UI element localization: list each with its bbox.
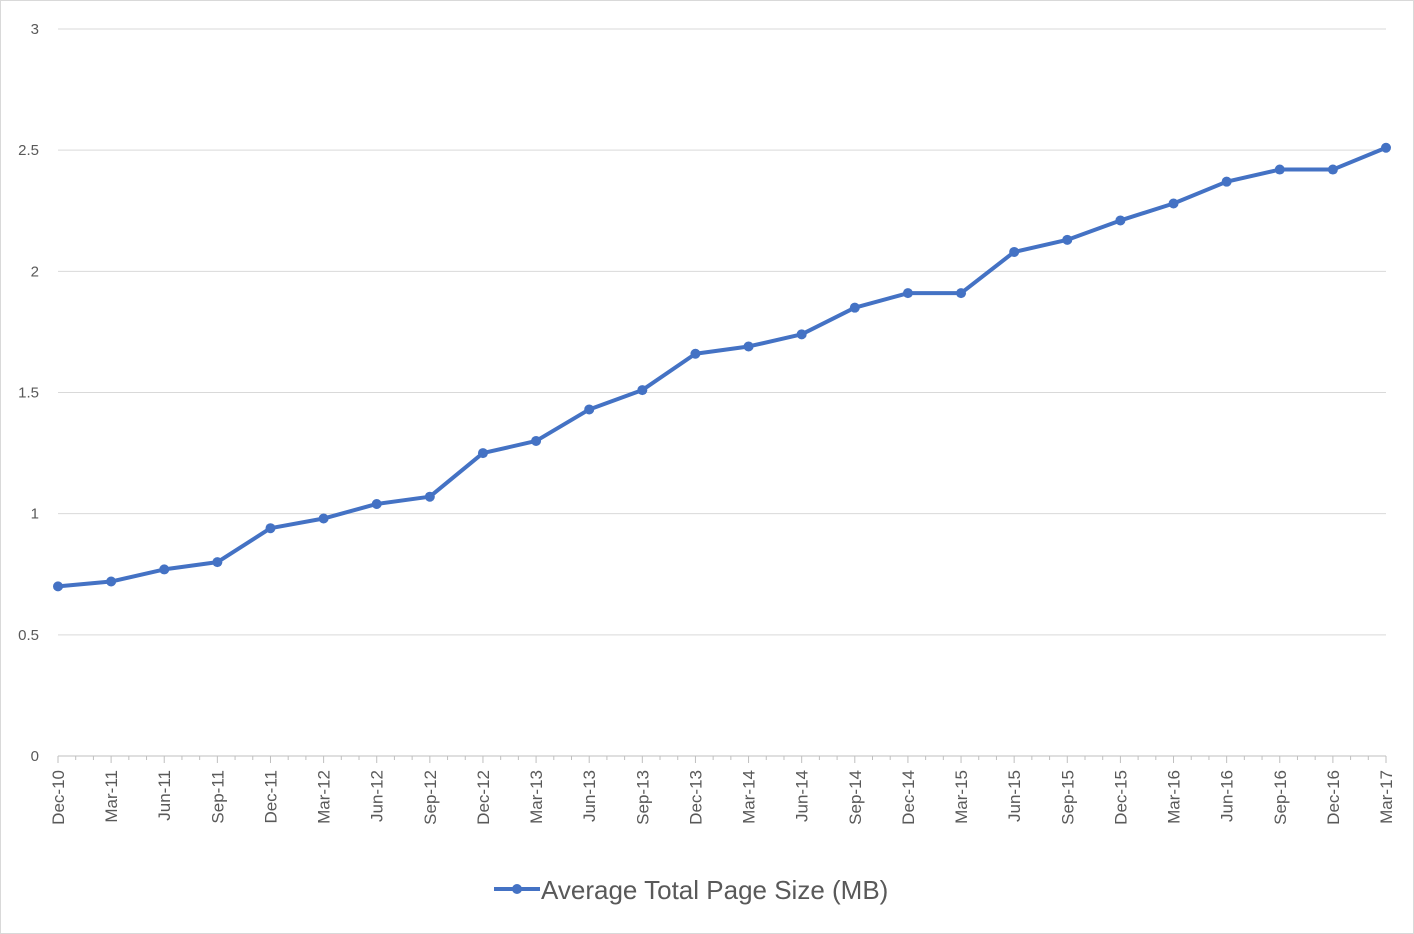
- data-point: [1168, 198, 1179, 209]
- x-tick-label: Jun-11: [155, 770, 174, 821]
- data-point: [1274, 164, 1285, 175]
- x-tick-label: Dec-15: [1111, 770, 1130, 825]
- data-point: [53, 581, 63, 592]
- y-tick-label: 1.5: [18, 385, 39, 402]
- data-point: [584, 404, 595, 415]
- data-point: [1221, 176, 1232, 187]
- data-point: [159, 564, 170, 575]
- x-tick-label: Jun-15: [1005, 770, 1024, 822]
- data-point: [531, 435, 542, 446]
- legend-marker: [512, 884, 522, 894]
- data-point: [106, 576, 117, 587]
- data-point: [1115, 215, 1126, 226]
- series-layer: [53, 142, 1391, 592]
- x-tick-label: Dec-12: [474, 770, 493, 825]
- x-tick-label: Sep-13: [633, 770, 652, 825]
- x-tick-label: Mar-11: [102, 770, 121, 823]
- data-point: [371, 498, 382, 509]
- x-tick-label: Sep-11: [208, 770, 227, 824]
- data-point: [796, 329, 807, 340]
- x-tick-label: Sep-12: [421, 770, 440, 825]
- x-tick-label: Sep-16: [1271, 770, 1290, 825]
- x-tick-label: Sep-14: [846, 770, 865, 825]
- data-point: [849, 302, 860, 313]
- x-tick-label: Dec-10: [49, 770, 68, 825]
- data-point: [690, 348, 701, 359]
- data-point: [265, 523, 276, 534]
- y-tick-label: 0: [31, 748, 39, 765]
- x-tick-label: Dec-16: [1324, 770, 1343, 825]
- y-tick-label: 1: [31, 506, 39, 523]
- y-tick-label: 2.5: [18, 142, 39, 159]
- x-tick-label: Jun-16: [1218, 770, 1237, 822]
- x-tick-label: Dec-11: [261, 770, 280, 824]
- legend: Average Total Page Size (MB): [494, 875, 888, 905]
- x-tick-label: Jun-14: [793, 770, 812, 822]
- x-tick-label: Dec-14: [899, 770, 918, 825]
- x-tick-label: Sep-15: [1058, 770, 1077, 825]
- y-tick-label: 0.5: [18, 627, 39, 644]
- data-point: [956, 288, 967, 299]
- x-axis: Dec-10 Mar-11 Jun-11 Sep-11 Dec-11 Mar-12 Jun-…: [49, 755, 1396, 825]
- x-tick-label: Mar-12: [315, 770, 334, 824]
- x-tick-label: Jun-13: [580, 770, 599, 822]
- y-tick-label: 2: [31, 263, 39, 280]
- x-tick-label: Mar-14: [740, 770, 759, 824]
- x-tick-label: Jun-12: [368, 770, 387, 822]
- data-point: [424, 491, 435, 502]
- data-point: [477, 448, 488, 459]
- y-axis: 0 0.5 1 1.5 2 2.5 3: [18, 21, 39, 765]
- data-point: [637, 385, 648, 396]
- x-tick-label: Dec-13: [686, 770, 705, 825]
- data-point: [743, 341, 754, 352]
- gridlines: [58, 28, 1386, 636]
- series-line: [56, 145, 1388, 589]
- data-point: [1327, 164, 1338, 175]
- y-tick-label: 3: [31, 21, 39, 38]
- x-tick-label: Mar-15: [952, 770, 971, 824]
- x-tick-label: Mar-16: [1165, 770, 1184, 824]
- data-point: [212, 557, 223, 568]
- x-tick-label: Mar-13: [527, 770, 546, 824]
- data-point: [902, 288, 913, 299]
- data-point: [1381, 142, 1391, 153]
- data-point: [1062, 234, 1073, 245]
- legend-label: Average Total Page Size (MB): [541, 875, 888, 905]
- data-point: [1009, 246, 1020, 257]
- data-point: [318, 513, 329, 524]
- x-tick-label: Mar-17: [1377, 770, 1396, 824]
